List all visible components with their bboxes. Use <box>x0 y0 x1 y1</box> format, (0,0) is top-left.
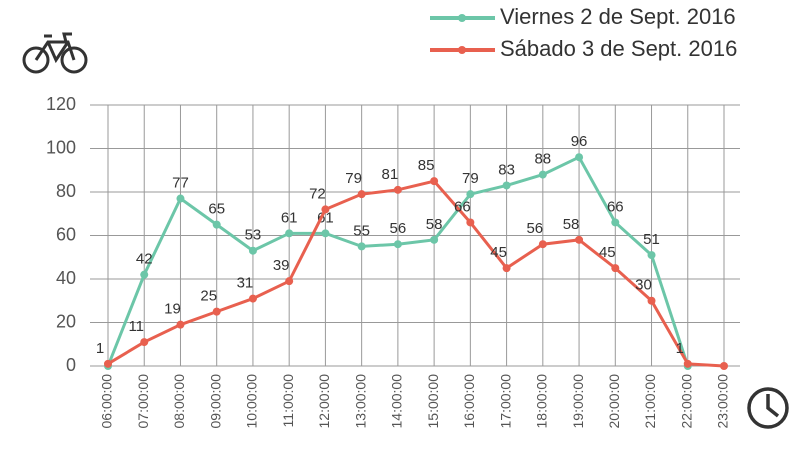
data-label: 65 <box>208 201 225 218</box>
point <box>248 246 257 255</box>
point <box>212 307 221 316</box>
point <box>104 359 112 368</box>
point <box>321 205 330 214</box>
y-tick-label: 100 <box>46 137 76 157</box>
x-tick-label: 11:00:00 <box>280 374 296 428</box>
x-tick-label: 09:00:00 <box>207 374 223 429</box>
data-label: 79 <box>345 170 362 187</box>
data-label: 61 <box>281 209 298 226</box>
legend-label: Sábado 3 de Sept. 2016 <box>500 36 737 61</box>
point <box>575 235 584 244</box>
data-label: 88 <box>534 151 551 168</box>
point <box>430 235 439 244</box>
data-label: 55 <box>353 222 370 239</box>
point <box>720 362 728 370</box>
data-label: 56 <box>526 220 543 237</box>
clock-icon <box>747 387 789 429</box>
data-label: 45 <box>490 244 507 261</box>
x-tick-label: 23:00:00 <box>715 374 731 429</box>
y-tick-label: 120 <box>46 94 76 114</box>
point <box>357 190 366 199</box>
point <box>285 277 294 286</box>
data-label: 31 <box>237 275 254 292</box>
data-label: 58 <box>563 216 580 233</box>
data-label: 58 <box>426 216 443 233</box>
data-label: 19 <box>164 301 181 318</box>
x-tick-label: 06:00:00 <box>99 374 115 429</box>
legend-marker <box>458 46 466 54</box>
point <box>140 338 149 347</box>
data-label: 42 <box>136 251 153 268</box>
point <box>575 153 584 162</box>
x-tick-label: 15:00:00 <box>425 374 441 429</box>
data-label: 25 <box>200 288 217 305</box>
y-tick-label: 80 <box>56 181 76 201</box>
point <box>176 194 185 203</box>
data-label: 30 <box>635 277 652 294</box>
x-tick-label: 12:00:00 <box>316 374 332 429</box>
x-tick-label: 22:00:00 <box>678 374 694 429</box>
x-tick-label: 07:00:00 <box>135 374 151 429</box>
data-label: 1 <box>96 340 104 357</box>
data-label: 51 <box>643 231 660 248</box>
data-label: 11 <box>128 318 144 335</box>
data-label: 56 <box>390 220 407 237</box>
point <box>538 170 547 179</box>
point <box>502 181 511 190</box>
point <box>212 220 221 229</box>
x-tick-label: 13:00:00 <box>352 374 368 429</box>
point <box>393 185 402 194</box>
point <box>538 240 547 249</box>
legend-label: Viernes 2 de Sept. 2016 <box>500 4 736 29</box>
data-label: 66 <box>454 198 471 215</box>
x-tick-label: 20:00:00 <box>606 374 622 429</box>
data-label: 39 <box>273 257 290 274</box>
data-label: 77 <box>172 174 189 191</box>
point <box>430 177 439 186</box>
data-label: 53 <box>245 227 262 244</box>
point <box>248 294 257 303</box>
data-label: 66 <box>607 198 624 215</box>
bicycle-icon <box>22 32 88 74</box>
point <box>683 359 692 368</box>
data-label: 85 <box>418 157 435 174</box>
data-label: 83 <box>498 161 515 178</box>
y-tick-label: 0 <box>66 355 76 375</box>
legend-marker <box>458 14 466 22</box>
x-tick-label: 14:00:00 <box>389 374 405 429</box>
x-tick-label: 17:00:00 <box>497 374 513 429</box>
point <box>647 296 656 305</box>
x-tick-label: 18:00:00 <box>534 374 550 429</box>
x-tick-label: 16:00:00 <box>461 374 477 429</box>
y-tick-label: 60 <box>56 224 76 244</box>
data-label: 1 <box>676 340 684 357</box>
point <box>647 251 656 260</box>
series-line <box>107 179 725 368</box>
x-tick-label: 08:00:00 <box>171 374 187 429</box>
x-tick-label: 19:00:00 <box>570 374 586 429</box>
data-label: 72 <box>309 185 326 202</box>
point <box>466 218 475 227</box>
point <box>611 218 620 227</box>
x-tick-label: 21:00:00 <box>642 374 658 429</box>
data-label: 79 <box>462 170 479 187</box>
point <box>393 240 402 249</box>
y-tick-label: 20 <box>56 311 76 331</box>
point <box>140 270 149 279</box>
point <box>502 264 511 273</box>
data-label: 81 <box>382 166 399 183</box>
data-label: 45 <box>599 244 616 261</box>
point <box>285 229 294 238</box>
data-label: 61 <box>317 209 334 226</box>
point <box>176 320 185 329</box>
point <box>357 242 366 251</box>
point <box>466 190 475 199</box>
x-tick-label: 10:00:00 <box>244 374 260 429</box>
data-label: 96 <box>571 133 588 150</box>
point <box>321 229 330 238</box>
y-tick-label: 40 <box>56 268 76 288</box>
point <box>611 264 620 273</box>
